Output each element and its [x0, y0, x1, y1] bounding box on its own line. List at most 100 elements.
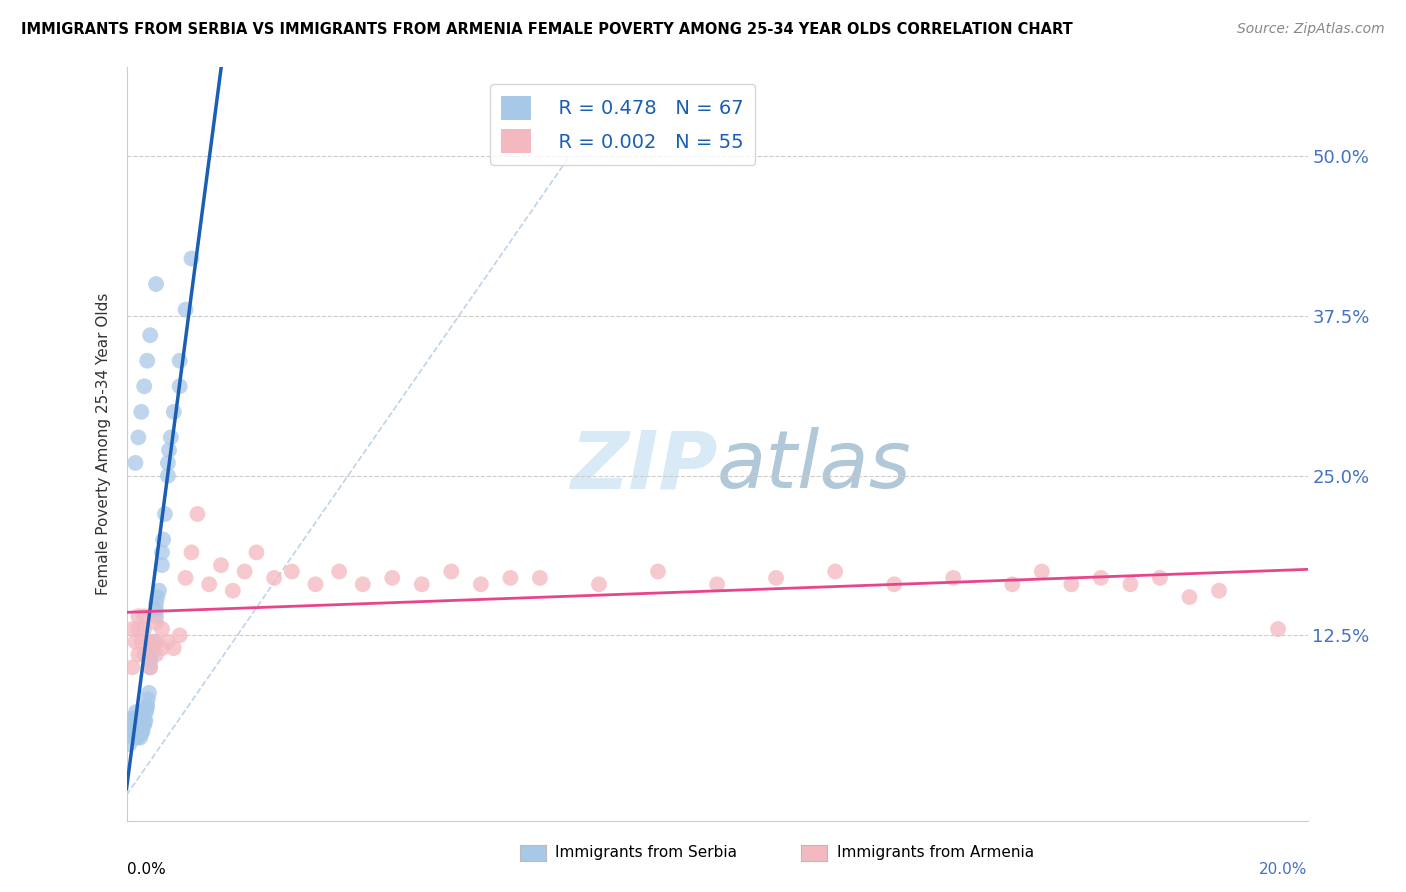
- Point: [134, 648, 156, 662]
- Point: [134, 714, 156, 728]
- Point: [942, 571, 965, 585]
- Text: IMMIGRANTS FROM SERBIA VS IMMIGRANTS FROM ARMENIA FEMALE POVERTY AMONG 25-34 YEA: IMMIGRANTS FROM SERBIA VS IMMIGRANTS FRO…: [21, 22, 1073, 37]
- Point: [411, 577, 433, 591]
- Point: [160, 430, 183, 444]
- Text: atlas: atlas: [717, 427, 912, 506]
- Point: [328, 565, 350, 579]
- Point: [156, 468, 179, 483]
- Point: [134, 622, 156, 636]
- Point: [174, 302, 197, 317]
- Point: [148, 583, 170, 598]
- Point: [135, 701, 157, 715]
- Point: [222, 583, 245, 598]
- Point: [128, 727, 150, 741]
- Point: [134, 718, 156, 732]
- Point: [136, 353, 159, 368]
- Point: [233, 565, 256, 579]
- Point: [127, 718, 149, 732]
- Point: [145, 597, 167, 611]
- Text: ZIP: ZIP: [569, 427, 717, 506]
- Text: 20.0%: 20.0%: [1260, 862, 1308, 877]
- Point: [169, 379, 191, 393]
- Point: [138, 686, 160, 700]
- Text: 0.0%: 0.0%: [127, 862, 166, 877]
- Point: [129, 724, 152, 739]
- Point: [145, 277, 167, 291]
- Point: [145, 603, 167, 617]
- Point: [150, 641, 173, 656]
- Text: Source: ZipAtlas.com: Source: ZipAtlas.com: [1237, 22, 1385, 37]
- Point: [124, 456, 146, 470]
- Point: [124, 724, 146, 739]
- Point: [125, 718, 148, 732]
- Point: [156, 634, 179, 648]
- Point: [127, 727, 149, 741]
- Point: [163, 405, 186, 419]
- Point: [150, 622, 173, 636]
- Point: [174, 571, 197, 585]
- Point: [1090, 571, 1112, 585]
- Point: [141, 648, 163, 662]
- Point: [121, 724, 143, 739]
- Point: [150, 558, 173, 573]
- Point: [127, 430, 149, 444]
- Point: [529, 571, 551, 585]
- Point: [129, 731, 152, 745]
- Point: [131, 724, 153, 739]
- Point: [127, 724, 149, 739]
- Point: [381, 571, 404, 585]
- Point: [125, 705, 148, 719]
- Point: [1178, 590, 1201, 604]
- Point: [824, 565, 846, 579]
- Point: [470, 577, 492, 591]
- Point: [136, 698, 159, 713]
- Point: [142, 634, 165, 648]
- Point: [128, 718, 150, 732]
- Point: [136, 692, 159, 706]
- Point: [125, 724, 148, 739]
- Point: [304, 577, 326, 591]
- Point: [134, 379, 156, 393]
- Point: [129, 724, 152, 739]
- Point: [127, 727, 149, 741]
- Point: [281, 565, 304, 579]
- Legend:   R = 0.478   N = 67,   R = 0.002   N = 55: R = 0.478 N = 67, R = 0.002 N = 55: [489, 84, 755, 165]
- Point: [121, 711, 143, 725]
- Point: [1031, 565, 1053, 579]
- Point: [1208, 583, 1230, 598]
- Point: [127, 609, 149, 624]
- Point: [122, 718, 145, 732]
- Point: [127, 718, 149, 732]
- Point: [127, 622, 149, 636]
- Point: [139, 654, 162, 668]
- Point: [145, 609, 167, 624]
- Point: [156, 456, 179, 470]
- Point: [209, 558, 232, 573]
- Text: Immigrants from Serbia: Immigrants from Serbia: [555, 846, 737, 860]
- Point: [121, 660, 143, 674]
- Y-axis label: Female Poverty Among 25-34 Year Olds: Female Poverty Among 25-34 Year Olds: [96, 293, 111, 595]
- Point: [1149, 571, 1171, 585]
- Point: [139, 328, 162, 343]
- Point: [153, 507, 176, 521]
- Point: [150, 545, 173, 559]
- Point: [139, 634, 162, 648]
- Point: [169, 628, 191, 642]
- Point: [1267, 622, 1289, 636]
- Point: [145, 634, 167, 648]
- Point: [152, 533, 174, 547]
- Text: Immigrants from Armenia: Immigrants from Armenia: [837, 846, 1033, 860]
- Point: [1119, 577, 1142, 591]
- Point: [352, 577, 374, 591]
- Point: [127, 722, 149, 736]
- Point: [124, 634, 146, 648]
- Point: [245, 545, 267, 559]
- Point: [145, 615, 167, 630]
- Point: [132, 718, 155, 732]
- Point: [263, 571, 285, 585]
- Point: [129, 634, 153, 648]
- Point: [765, 571, 787, 585]
- Point: [118, 737, 141, 751]
- Point: [134, 609, 156, 624]
- Point: [122, 731, 145, 745]
